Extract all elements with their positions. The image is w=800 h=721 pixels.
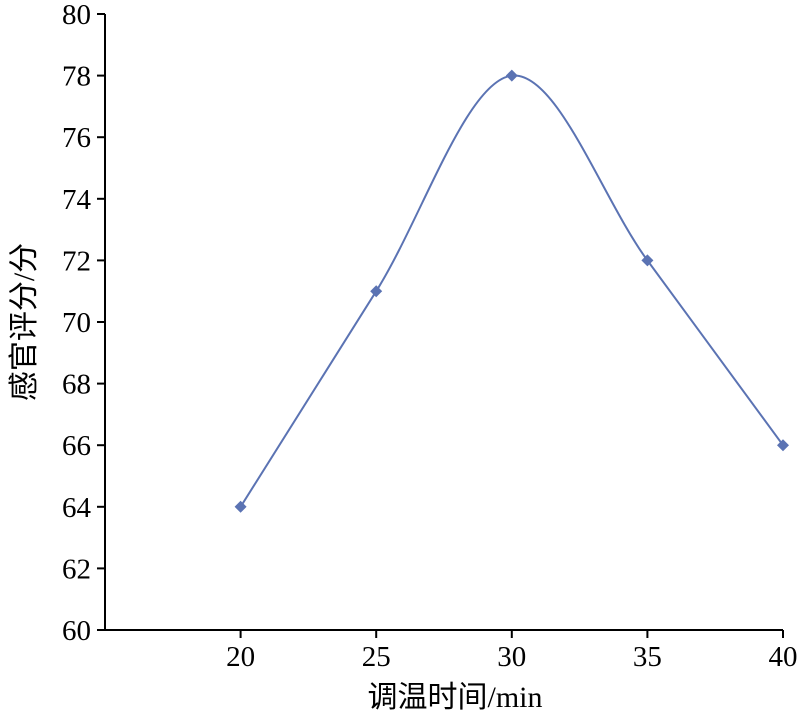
- y-tick-label: 60: [62, 615, 91, 647]
- y-tick-label: 64: [62, 492, 92, 524]
- y-tick-label: 72: [62, 245, 91, 277]
- x-tick-label: 35: [633, 641, 662, 673]
- ticks: 60 62 64 66 68 70 72 74 76 78 80 20 25 30 35 40: [62, 0, 798, 673]
- series-line: [239, 74, 784, 508]
- y-tick-label: 70: [62, 307, 91, 339]
- y-tick-label: 62: [62, 553, 91, 585]
- y-tick-label: 68: [62, 369, 91, 401]
- y-tick-label: 66: [62, 430, 91, 462]
- y-tick-label: 80: [62, 0, 91, 31]
- y-tick-label: 78: [62, 61, 91, 93]
- x-tick-label: 25: [362, 641, 391, 673]
- series-layer: [234, 69, 789, 513]
- data-point-marker: [234, 500, 247, 513]
- x-tick-label: 30: [497, 641, 526, 673]
- y-axis-title: 感官评分/分: [8, 243, 41, 401]
- x-tick-label: 20: [226, 641, 255, 673]
- x-tick-label: 40: [769, 641, 798, 673]
- data-point-marker: [641, 254, 654, 267]
- data-point-marker: [370, 285, 383, 298]
- y-tick-label: 74: [62, 184, 92, 216]
- data-point-marker: [777, 439, 789, 452]
- x-axis-title: 调温时间/min: [367, 681, 542, 714]
- axes: [104, 14, 783, 631]
- y-tick-label: 76: [62, 122, 91, 154]
- data-point-marker: [505, 69, 518, 82]
